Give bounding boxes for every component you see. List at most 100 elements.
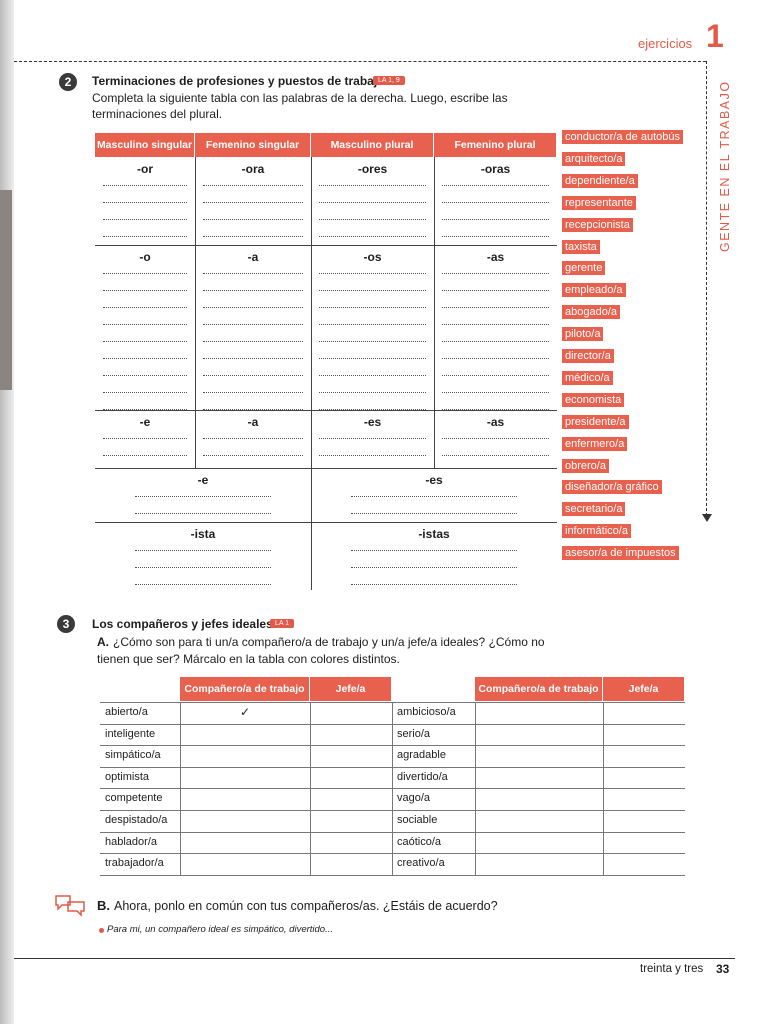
exercise-number: 2 (59, 73, 77, 91)
ending: -ores (357, 162, 388, 176)
dashed-rule (14, 61, 706, 62)
blank-line (442, 185, 549, 186)
column-rule (311, 468, 312, 522)
blank-line (203, 455, 303, 456)
blank-line (442, 219, 549, 220)
blank-line (442, 290, 549, 291)
adjective: ambicioso/a (397, 706, 456, 718)
word-chip: médico/a (562, 370, 613, 385)
blank-line (103, 375, 187, 376)
blank-line (203, 185, 303, 186)
row-rule (95, 410, 557, 411)
adjective: trabajador/a (105, 857, 164, 870)
ending: -a (247, 415, 259, 429)
word-chip: enfermero/a (562, 436, 628, 451)
ending: -e (197, 473, 209, 487)
adjective: vago/a (397, 792, 431, 805)
column-rule (434, 157, 435, 245)
blank-line (135, 513, 271, 514)
adjective: divertido/a (397, 770, 448, 783)
blank-line (203, 358, 303, 359)
column-rule (434, 245, 435, 410)
adjective: competente (105, 792, 163, 805)
blank-line (319, 409, 426, 410)
blank-line (203, 219, 303, 220)
blank-line (203, 409, 303, 410)
column-header: Jefe/a (310, 677, 391, 701)
column-rule (434, 410, 435, 468)
blank-line (203, 392, 303, 393)
ending: -e (139, 415, 151, 429)
word-chip: diseñador/a gráfico (562, 480, 662, 495)
blank-line (319, 455, 426, 456)
ending: -os (363, 250, 382, 264)
word-chip: secretario/a (562, 502, 626, 517)
word-chip: director/a (562, 349, 614, 363)
column-rule (195, 157, 196, 245)
blank-line (442, 273, 549, 274)
blank-line (103, 341, 187, 342)
blank-line (442, 455, 549, 456)
blank-line (135, 567, 271, 568)
word-chip: informático/a (562, 524, 631, 539)
ending: -a (247, 250, 259, 264)
blank-line (319, 185, 426, 186)
adjective: sociable (397, 814, 438, 826)
blank-line (103, 392, 187, 393)
exercise-tag: LA 1 (270, 619, 295, 628)
blank-line (103, 358, 187, 359)
check-mark: ✓ (239, 705, 251, 719)
blank-line (103, 455, 187, 456)
column-rule (311, 410, 312, 468)
chapter-number: 1 (706, 18, 724, 54)
blank-line (103, 307, 187, 308)
column-header: Jefe/a (603, 677, 684, 701)
adjective: simpático/a (105, 749, 161, 762)
word-chip: obrero/a (562, 458, 609, 473)
adjective: optimista (105, 770, 150, 783)
blank-line (442, 358, 549, 359)
row-rule (95, 245, 557, 246)
part-label: A. (97, 635, 109, 649)
word-chip: gerente (562, 261, 606, 276)
blank-line (442, 307, 549, 308)
column-rule (310, 702, 311, 875)
blank-line (135, 496, 271, 497)
blank-line (319, 307, 426, 308)
blank-line (135, 584, 271, 585)
adjective: creativo/a (397, 857, 445, 870)
part-text: ¿Cómo son para ti un/a compañero/a de tr… (113, 635, 545, 649)
blank-line (319, 202, 426, 203)
ending: -oras (480, 162, 511, 176)
ending: -istas (418, 527, 450, 541)
blank-line (203, 341, 303, 342)
ending: -or (137, 162, 153, 176)
arrow (702, 514, 712, 522)
column-rule (311, 157, 312, 245)
word-chip: arquitecto/a (562, 151, 626, 166)
blank-line (103, 202, 187, 203)
blank-line (203, 375, 303, 376)
column-rule (311, 245, 312, 410)
blank-line (319, 392, 426, 393)
blank-line (103, 273, 187, 274)
word-chip: piloto/a (562, 327, 604, 342)
footer-rule (14, 958, 735, 959)
blank-line (442, 236, 549, 237)
blank-line (442, 438, 549, 439)
word-chip: conductor/a de autobús (562, 130, 683, 144)
blank-line (319, 358, 426, 359)
ending: -ora (241, 162, 265, 176)
word-chip: presidente/a (562, 414, 629, 429)
blank-line (351, 584, 517, 585)
part-text: tienen que ser? Márcalo en la tabla con … (97, 652, 400, 666)
blank-line (103, 219, 187, 220)
exercise-number: 3 (57, 615, 75, 633)
adjective: agradable (397, 749, 446, 762)
column-header: Compañero/a de trabajo (180, 677, 309, 701)
column-rule (180, 702, 181, 875)
ending: -es (363, 415, 382, 429)
row-rule (95, 468, 557, 469)
blank-line (319, 375, 426, 376)
